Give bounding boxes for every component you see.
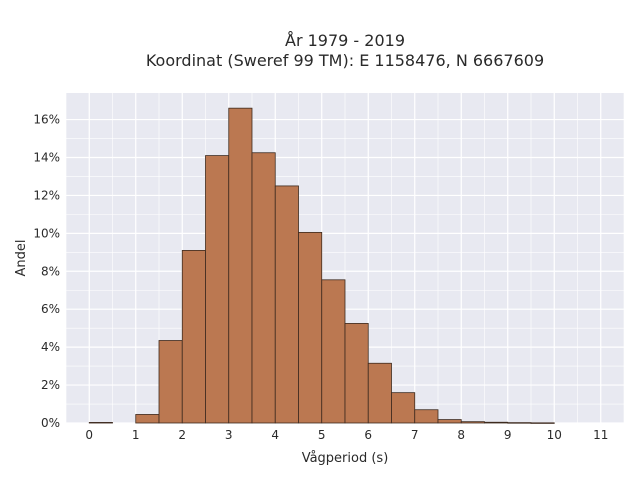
x-axis-title: Vågperiod (s)	[302, 451, 389, 466]
x-tick-label: 10	[547, 428, 562, 442]
y-tick-label: 8%	[41, 264, 60, 278]
grid-lines	[65, 93, 625, 424]
histogram-bar	[158, 340, 183, 424]
histogram-bar	[391, 392, 416, 424]
histogram-bar	[367, 362, 392, 424]
histogram-bar	[205, 155, 230, 424]
chart-title-line2: Koordinat (Sweref 99 TM): E 1158476, N 6…	[146, 51, 544, 70]
x-tick-label: 8	[457, 428, 465, 442]
histogram-bar	[460, 421, 485, 424]
x-tick-label: 5	[318, 428, 326, 442]
histogram-bar	[251, 152, 276, 424]
x-tick-label: 3	[225, 428, 233, 442]
x-tick-label: 1	[132, 428, 140, 442]
x-tick-label: 6	[364, 428, 372, 442]
histogram-bar	[274, 185, 299, 424]
y-tick-label: 16%	[33, 113, 60, 127]
histogram-bar	[344, 323, 369, 424]
x-tick-label: 0	[85, 428, 93, 442]
x-tick-label: 7	[411, 428, 419, 442]
y-tick-label: 10%	[33, 226, 60, 240]
y-tick-label: 14%	[33, 150, 60, 164]
histogram-bar	[414, 409, 439, 424]
histogram-bar	[228, 107, 253, 424]
x-tick-label: 11	[593, 428, 608, 442]
histogram-bar	[437, 419, 462, 424]
y-axis-ticks: 0% 2% 4% 6% 8% 10% 12% 14% 16%	[33, 113, 60, 430]
chart-title-line1: År 1979 - 2019	[285, 31, 405, 50]
x-tick-label: 2	[178, 428, 186, 442]
histogram-bar	[181, 250, 206, 424]
y-tick-label: 12%	[33, 188, 60, 202]
histogram-bar	[321, 279, 346, 424]
y-axis-title: Andel	[14, 240, 29, 277]
histogram-bar	[484, 421, 509, 424]
x-tick-label: 4	[271, 428, 279, 442]
x-tick-label: 9	[504, 428, 512, 442]
x-axis-ticks: 0 1 2 3 4 5 6 7 8 9 10 11	[85, 428, 608, 442]
y-tick-label: 6%	[41, 302, 60, 316]
histogram-bar	[298, 231, 323, 424]
histogram-bar	[530, 422, 555, 424]
histogram-bar	[135, 414, 160, 424]
bars	[88, 107, 555, 424]
y-tick-label: 0%	[41, 416, 60, 430]
y-tick-label: 4%	[41, 340, 60, 354]
histogram-bar	[88, 422, 113, 424]
histogram-bar	[507, 422, 532, 424]
y-tick-label: 2%	[41, 378, 60, 392]
